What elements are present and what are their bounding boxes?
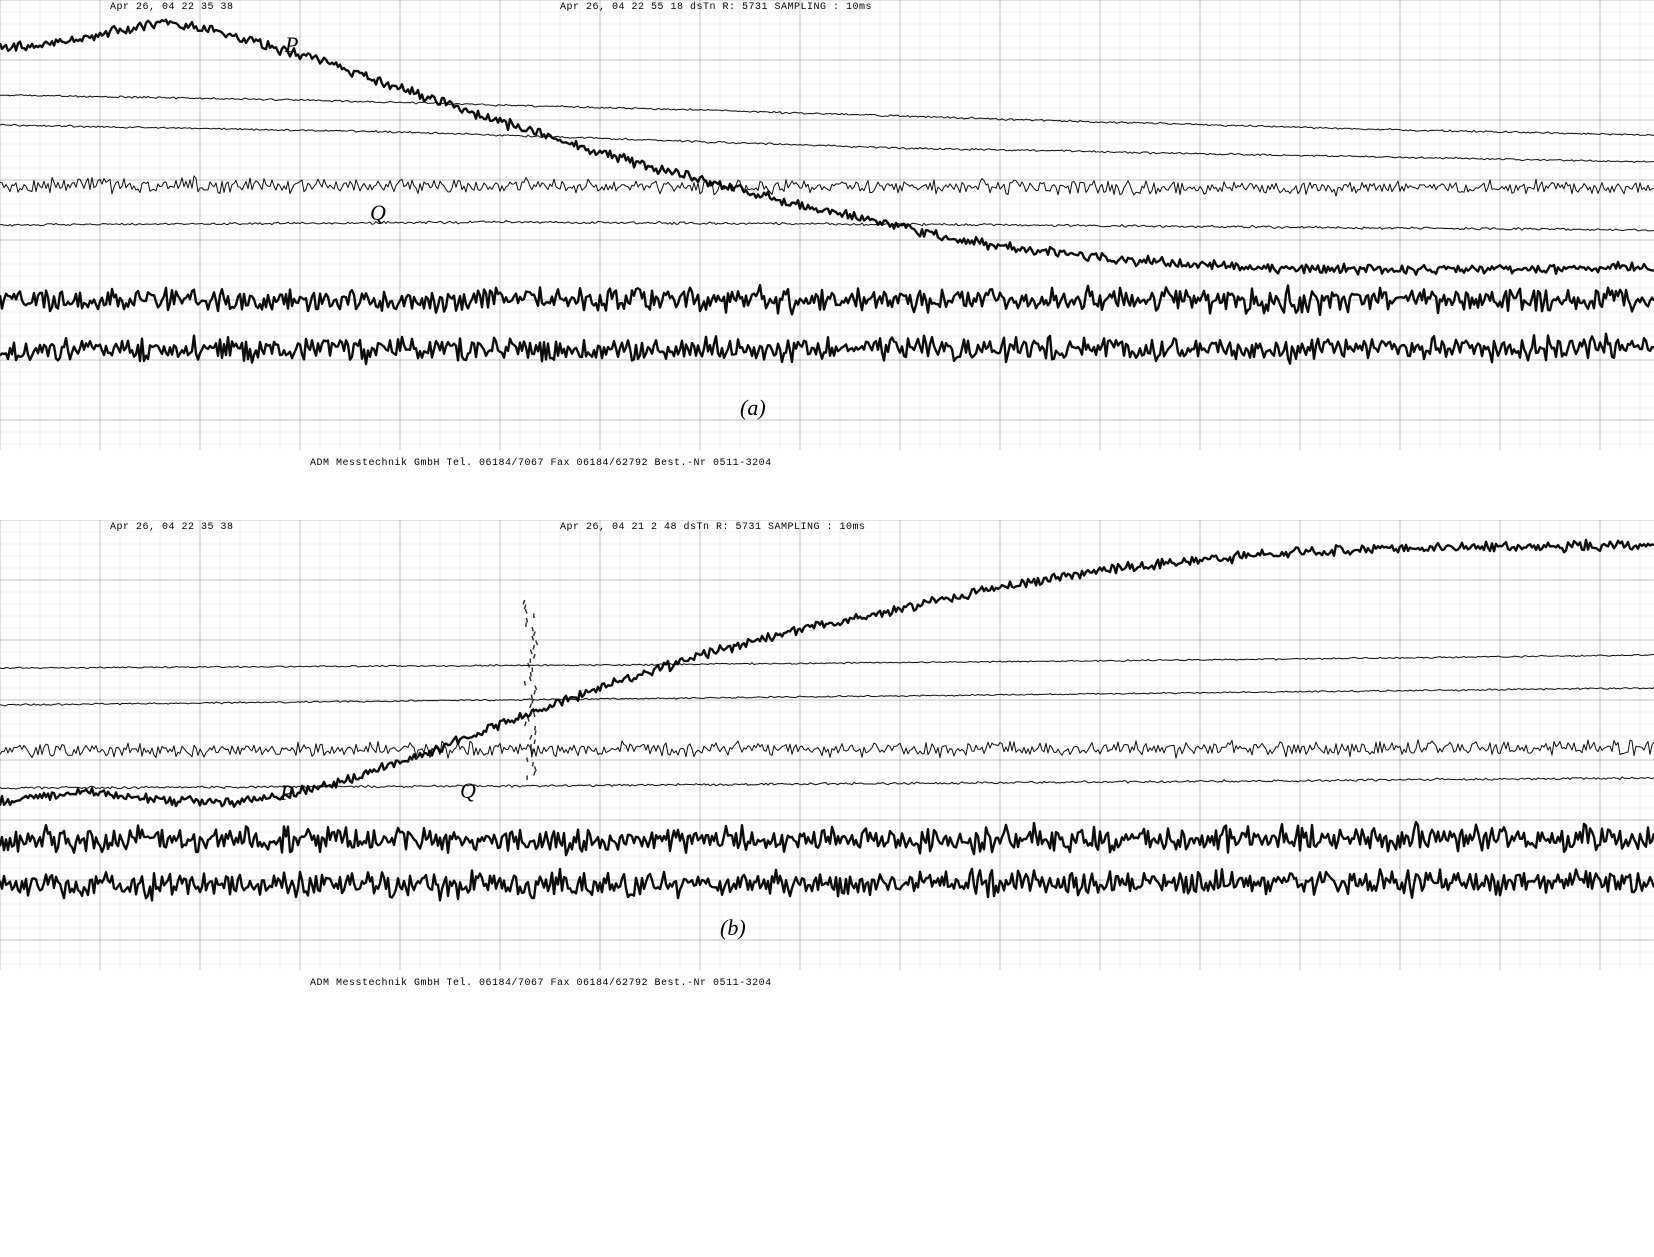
- annotation-a-0: P: [285, 32, 298, 58]
- annotation-b-1: Q: [460, 778, 476, 804]
- footer-b: ADM Messtechnik GmbH Tel. 06184/7067 Fax…: [310, 978, 772, 989]
- strip-chart-a: [0, 0, 1654, 450]
- header-right-a: Apr 26, 04 22 55 18 dsTn R: 5731 SAMPLIN…: [560, 2, 872, 13]
- annotation-b-0: P: [280, 780, 293, 806]
- strip-chart-b: [0, 520, 1654, 970]
- strip-chart-page: (a) P Q Apr 26, 04 22 35 38 Apr 26, 04 22 55…: [0, 0, 1654, 1257]
- annotation-a-1: Q: [370, 200, 386, 226]
- strip-chart-panel-b: (b) P Q Apr 26, 04 22 35 38 Apr 26, 04 21 2 …: [0, 520, 1654, 1010]
- footer-a: ADM Messtechnik GmbH Tel. 06184/7067 Fax…: [310, 458, 772, 469]
- header-left-a: Apr 26, 04 22 35 38: [110, 2, 234, 13]
- strip-chart-panel-a: (a) P Q Apr 26, 04 22 35 38 Apr 26, 04 22 55…: [0, 0, 1654, 490]
- panel-label-a: (a): [740, 395, 766, 421]
- header-left-b: Apr 26, 04 22 35 38: [110, 522, 234, 533]
- panel-label-b: (b): [720, 915, 746, 941]
- header-right-b: Apr 26, 04 21 2 48 dsTn R: 5731 SAMPLING…: [560, 522, 866, 533]
